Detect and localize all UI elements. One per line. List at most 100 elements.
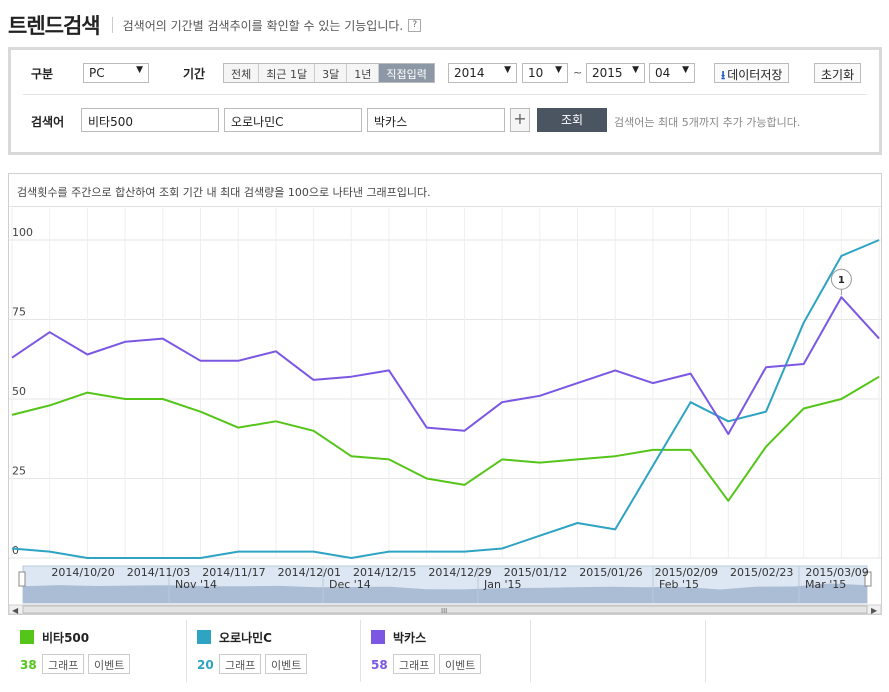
x-tick-label: 2015/02/09 [655,566,718,579]
x-tick-label: 2015/02/23 [730,566,793,579]
legend: 비타500 38 그래프 이벤트 오로나민C 20 그래프 이벤트 박카스 58… [8,620,882,682]
keyword-row: 검색어 비타500 오로나민C 박카스 + 조회 검색어는 최대 5개까지 추가… [11,108,879,134]
event-toggle-button[interactable]: 이벤트 [88,654,131,674]
category-select[interactable]: PC ▼ [83,63,149,83]
event-marker-label: 1 [838,275,845,286]
scroll-right-icon: ▶ [871,606,878,614]
series-line [11,239,880,559]
page-title: 트렌드검색 [8,14,101,38]
x-tick-label: 2014/12/29 [428,566,491,579]
legend-name: 박카스 [393,631,427,645]
legend-divider [360,620,361,682]
legend-divider [186,620,187,682]
category-value: PC [89,66,105,80]
keyword-label: 검색어 [31,115,65,129]
chevron-down-icon: ▼ [136,65,143,75]
start-month-select[interactable]: 10 ▼ [522,63,568,83]
end-year-value: 2015 [592,66,623,80]
x-tick-label: 2014/11/03 [127,566,190,579]
x-tick-label: 2014/10/20 [51,566,114,579]
x-tick-label: 2014/12/15 [353,566,416,579]
range-separator: ~ [573,66,583,79]
y-tick-label: 100 [12,226,33,239]
page-header: 트렌드검색 검색어의 기간별 검색추이를 확인할 수 있는 기능입니다. ? [8,8,422,42]
series-line [11,375,880,502]
query-button[interactable]: 조회 [537,108,607,132]
keyword-input-3[interactable]: 박카스 [367,108,505,132]
legend-swatch [197,630,211,644]
series-line [11,296,880,435]
period-tab-3months[interactable]: 3달 [315,64,348,82]
navigator-handle-left [18,571,26,587]
download-icon: ⭳ [721,68,726,82]
add-keyword-button[interactable]: + [510,108,530,132]
scroll-left-icon: ◀ [12,606,19,614]
legend-swatch [20,630,34,644]
start-year-value: 2014 [454,66,485,80]
start-year-select[interactable]: 2014 ▼ [448,63,517,83]
period-tab-all[interactable]: 전체 [224,64,260,82]
scrollbar-grip: III [441,607,447,614]
x-tick-label: 2015/01/12 [504,566,567,579]
navigator-month-label: Feb '15 [659,578,699,591]
navigator-month-label: Nov '14 [175,578,217,591]
period-tab-1year[interactable]: 1년 [347,64,380,82]
chart-note: 검색횟수를 주간으로 합산하여 조회 기간 내 최대 검색량을 100으로 나타… [9,174,881,207]
period-tab-custom[interactable]: 직접입력 [379,64,434,82]
x-tick-label: 2015/01/26 [579,566,642,579]
legend-item-bacchus: 박카스 58 그래프 이벤트 [363,628,533,678]
navigator-area [23,583,867,603]
chevron-down-icon: ▼ [555,65,562,75]
start-month-value: 10 [528,66,544,80]
filter-row: 구분 PC ▼ 기간 전체 최근 1달 3달 1년 직접입력 2014 ▼ 10… [11,60,879,86]
legend-swatch [371,630,385,644]
navigator-handle-right [864,571,872,587]
help-icon[interactable]: ? [408,18,422,32]
chevron-down-icon: ▼ [504,65,511,75]
search-panel: 구분 PC ▼ 기간 전체 최근 1달 3달 1년 직접입력 2014 ▼ 10… [8,47,882,155]
scrollbar-thumb [22,605,868,614]
legend-name: 비타500 [42,631,90,645]
x-tick-label: 2015/03/09 [805,566,868,579]
keyword-hint: 검색어는 최대 5개까지 추가 가능합니다. [614,116,801,129]
chevron-down-icon: ▼ [632,65,639,75]
x-tick-label: 2014/11/17 [202,566,265,579]
trend-chart: 100 75 50 25 0 1 Nov '14 Dec '14 Jan '15 Feb '15 M… [9,208,881,614]
end-year-select[interactable]: 2015 ▼ [586,63,645,83]
navigator-month-label: Dec '14 [329,578,371,591]
legend-value: 38 [20,658,37,672]
page-description: 검색어의 기간별 검색추이를 확인할 수 있는 기능입니다. [122,18,404,33]
category-label: 구분 [31,67,54,81]
event-marker [830,268,852,290]
legend-item-vita500: 비타500 38 그래프 이벤트 [12,628,182,678]
panel-divider [23,94,867,95]
period-tabs: 전체 최근 1달 3달 1년 직접입력 [223,63,435,83]
event-toggle-button[interactable]: 이벤트 [439,654,482,674]
keyword-input-2[interactable]: 오로나민C [224,108,362,132]
end-month-select[interactable]: 04 ▼ [649,63,695,83]
reset-button[interactable]: 초기화 [814,63,862,83]
legend-value: 20 [197,658,214,672]
navigator-month-label: Jan '15 [483,578,521,591]
keyword-input-1[interactable]: 비타500 [81,108,219,132]
legend-name: 오로나민C [219,631,272,645]
period-tab-1month[interactable]: 최근 1달 [259,64,316,82]
legend-divider [705,620,706,682]
chart-container: 검색횟수를 주간으로 합산하여 조회 기간 내 최대 검색량을 100으로 나타… [8,173,882,615]
event-toggle-button[interactable]: 이벤트 [265,654,308,674]
save-data-label: 데이터저장 [727,68,783,82]
end-month-value: 04 [655,66,671,80]
graph-toggle-button[interactable]: 그래프 [393,654,436,674]
save-data-button[interactable]: ⭳ 데이터저장 [714,63,790,83]
graph-toggle-button[interactable]: 그래프 [42,654,85,674]
y-tick-label: 50 [12,385,26,398]
y-tick-label: 0 [12,544,19,557]
legend-item-oronaminc: 오로나민C 20 그래프 이벤트 [189,628,359,678]
chevron-down-icon: ▼ [682,65,689,75]
y-tick-label: 25 [12,465,26,478]
period-label: 기간 [183,67,206,81]
graph-toggle-button[interactable]: 그래프 [219,654,262,674]
legend-divider [530,620,531,682]
x-tick-label: 2014/12/01 [278,566,341,579]
title-separator [111,17,113,33]
